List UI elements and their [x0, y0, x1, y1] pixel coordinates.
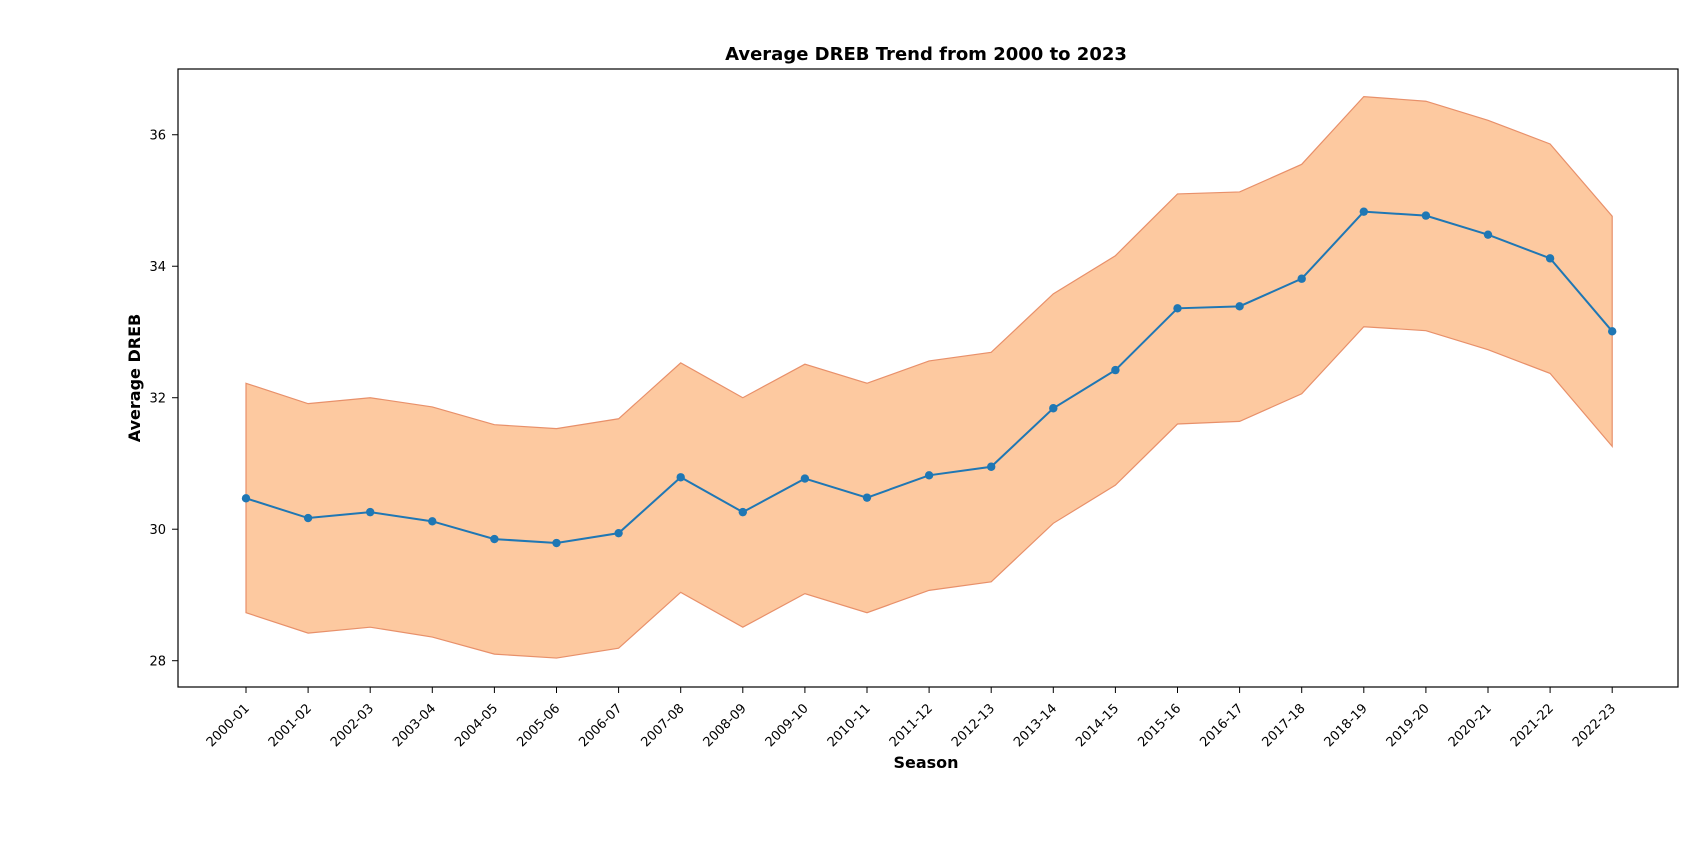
data-point	[1297, 274, 1306, 283]
data-point	[987, 462, 996, 471]
x-tick-label: 2021-22	[1508, 701, 1557, 750]
y-tick-label: 32	[149, 392, 166, 407]
x-tick-label: 2011-12	[887, 701, 936, 750]
x-axis-label: Season	[893, 753, 958, 772]
data-point	[1049, 404, 1058, 413]
x-tick-label: 2009-10	[763, 701, 812, 750]
y-tick-label: 30	[149, 523, 166, 538]
data-point	[366, 507, 375, 517]
data-point	[676, 473, 685, 482]
x-tick-label: 2020-21	[1446, 701, 1495, 750]
data-point	[800, 474, 810, 483]
data-point	[1111, 365, 1120, 375]
x-tick-label: 2002-03	[328, 701, 377, 750]
x-tick-label: 2007-08	[639, 701, 688, 750]
data-point	[1359, 207, 1369, 216]
data-point	[1545, 254, 1555, 263]
data-point	[552, 538, 561, 548]
data-point	[1235, 302, 1244, 311]
x-tick-label: 2017-18	[1260, 701, 1309, 750]
data-point	[862, 493, 872, 502]
data-point	[614, 528, 623, 538]
data-point	[303, 513, 313, 523]
x-tick-label: 2005-06	[514, 701, 563, 750]
x-tick-label: 2012-13	[949, 701, 998, 750]
plot-area: 28 30 32 34 36 2000-01 2001-02 2002-03 2003-04 20…	[149, 68, 1679, 750]
x-tick-label: 2019-20	[1384, 701, 1433, 750]
chart-title: Average DREB Trend from 2000 to 2023	[725, 44, 1127, 65]
data-point	[1421, 211, 1431, 220]
data-point	[1608, 327, 1617, 336]
data-point	[1173, 304, 1182, 313]
x-tick-label: 2010-11	[825, 701, 874, 750]
data-point	[924, 471, 934, 480]
y-tick-label: 36	[149, 129, 166, 144]
x-tick-label: 2000-01	[204, 701, 253, 750]
data-point	[1483, 230, 1493, 239]
y-tick-label: 34	[149, 260, 166, 275]
x-tick-label: 2008-09	[701, 701, 750, 750]
x-tick-label: 2016-17	[1197, 701, 1246, 750]
x-tick-label: 2014-15	[1073, 701, 1122, 750]
data-point	[428, 517, 437, 526]
x-tick-label: 2006-07	[576, 701, 625, 750]
x-tick-label: 2003-04	[390, 701, 439, 750]
x-tick-label: 2001-02	[266, 701, 315, 750]
data-point	[241, 494, 251, 503]
data-point	[490, 534, 499, 544]
plot-frame	[177, 68, 1679, 688]
y-axis-label: Average DREB	[125, 314, 144, 442]
confidence-band	[245, 95, 1613, 659]
y-tick-label: 28	[149, 655, 166, 670]
x-tick-label: 2022-23	[1570, 701, 1619, 750]
x-tick-label: 2018-19	[1322, 701, 1371, 750]
x-tick-label: 2013-14	[1011, 701, 1060, 750]
x-tick-label: 2015-16	[1135, 701, 1184, 750]
data-point	[738, 507, 747, 517]
x-tick-label: 2004-05	[452, 701, 501, 750]
